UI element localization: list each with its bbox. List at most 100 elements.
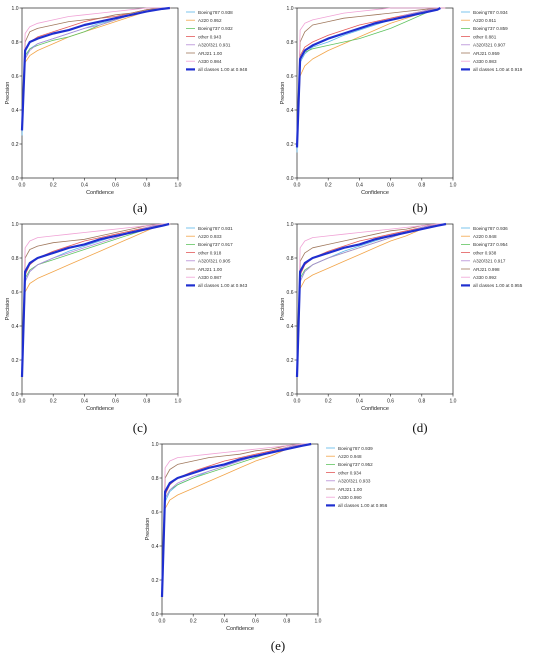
chart-a-svg: 0.0 0.2 0.4 0.6 0.8 1.0 0.0 0.2 0.4 0.6 0.8 1.0 Conf… xyxy=(5,6,248,196)
legend-entry: A330 0.984 xyxy=(198,59,222,64)
chart-b-svg: 0.0 0.2 0.4 0.6 0.8 1.0 0.0 0.2 0.4 0.6 0.8 1.0 Conf… xyxy=(280,6,523,196)
x-tick-label: 0.2 xyxy=(325,399,332,405)
y-axis-label: Precision xyxy=(280,82,286,105)
legend-entry: Boeing737 0.917 xyxy=(198,242,233,247)
plot-frame xyxy=(296,223,454,395)
x-tick-label: 0.4 xyxy=(356,399,363,405)
x-tick-label: 0.2 xyxy=(190,619,197,625)
y-tick-label: 0.8 xyxy=(12,40,19,46)
y-tick-label: 0.0 xyxy=(152,612,159,618)
chart-panel-d: 0.0 0.2 0.4 0.6 0.8 1.0 0.0 0.2 0.4 0.6 0.8 1.0 Conf… xyxy=(275,216,550,416)
x-axis-label: Confidence xyxy=(86,406,114,412)
x-tick-label: 1.0 xyxy=(175,183,182,189)
legend-entry: A220 0.948 xyxy=(338,454,362,459)
y-axis-label: Precision xyxy=(5,298,11,321)
series-line-4 xyxy=(161,443,311,598)
y-tick-label: 0.2 xyxy=(12,358,19,364)
y-tick-label: 0.4 xyxy=(12,108,19,114)
legend-entry: all classes 1.00 at 0.919 xyxy=(473,67,523,72)
x-axis-label: Confidence xyxy=(361,190,389,196)
series-line-6 xyxy=(21,223,171,378)
legend-entry: A220 0.952 xyxy=(198,18,222,23)
x-tick-label: 0.0 xyxy=(159,619,166,625)
legend-entry: all classes 1.00 at 0.948 xyxy=(198,67,248,72)
legend-entry: A220 0.948 xyxy=(473,234,497,239)
legend-entry: ARJ21 0.959 xyxy=(473,51,500,56)
y-tick-label: 1.0 xyxy=(12,6,19,12)
y-tick-label: 0.6 xyxy=(152,510,159,516)
y-tick-label: 0.6 xyxy=(287,290,294,296)
legend-entry: ARJ21 1.00 xyxy=(198,51,222,56)
x-tick-label: 0.0 xyxy=(19,399,26,405)
legend-entry: Boeing787 0.938 xyxy=(198,10,233,15)
chart-d-svg: 0.0 0.2 0.4 0.6 0.8 1.0 0.0 0.2 0.4 0.6 0.8 1.0 Conf… xyxy=(280,222,523,412)
legend-entry: all classes 1.00 at 0.955 xyxy=(473,283,523,288)
x-tick-label: 0.8 xyxy=(143,399,150,405)
legend-entry: ARJ21 1.00 xyxy=(198,267,222,272)
legend-entry: Boeing787 0.934 xyxy=(473,10,508,15)
x-tick-label: 1.0 xyxy=(315,619,322,625)
legend-entry: other 0.943 xyxy=(198,34,222,39)
x-axis-label: Confidence xyxy=(226,626,254,632)
legend-entry: all classes 1.00 at 0.943 xyxy=(198,283,248,288)
y-tick-label: 1.0 xyxy=(152,442,159,448)
y-tick-label: 1.0 xyxy=(12,222,19,228)
legend-entry: Boeing737 0.954 xyxy=(473,242,508,247)
y-tick-label: 0.6 xyxy=(12,290,19,296)
x-tick-label: 0.6 xyxy=(387,183,394,189)
series-line-6 xyxy=(21,7,171,128)
legend-entry: A330 0.987 xyxy=(198,275,222,280)
series-line-6 xyxy=(296,7,446,145)
y-tick-label: 0.4 xyxy=(287,108,294,114)
y-tick-label: 0.2 xyxy=(12,142,19,148)
legend-entry: Boeing737 0.952 xyxy=(338,462,373,467)
y-axis-label: Precision xyxy=(145,518,151,541)
x-tick-label: 0.8 xyxy=(418,183,425,189)
legend-entry: A320/321 0.933 xyxy=(338,479,371,484)
x-tick-label: 0.0 xyxy=(294,399,301,405)
series-line-6 xyxy=(161,443,311,598)
series-line-7 xyxy=(295,7,441,148)
y-tick-label: 0.4 xyxy=(12,324,19,330)
x-tick-label: 0.6 xyxy=(112,183,119,189)
legend-entry: other 0.918 xyxy=(198,250,222,255)
caption-b: (b) xyxy=(412,200,428,215)
legend-entry: Boeing787 0.939 xyxy=(338,446,373,451)
caption-c: (c) xyxy=(132,420,148,435)
chart-panel-e: 0.0 0.2 0.4 0.6 0.8 1.0 0.0 0.2 0.4 0.6 0.8 1.0 Conf… xyxy=(140,436,415,636)
legend-entry: A330 0.983 xyxy=(473,59,497,64)
y-tick-label: 0.0 xyxy=(287,176,294,182)
legend-entry: A330 0.992 xyxy=(473,275,497,280)
series-line-4 xyxy=(21,223,171,378)
legend-entry: ARJ21 0.998 xyxy=(473,267,500,272)
x-axis-label: Confidence xyxy=(361,406,389,412)
x-axis-label: Confidence xyxy=(86,190,114,196)
legend-entry: A320/321 0.905 xyxy=(198,259,231,264)
x-tick-label: 0.8 xyxy=(283,619,290,625)
x-tick-label: 0.8 xyxy=(418,399,425,405)
x-tick-label: 0.0 xyxy=(294,183,301,189)
plot-frame xyxy=(296,7,454,179)
y-tick-label: 0.8 xyxy=(287,256,294,262)
x-tick-label: 0.0 xyxy=(19,183,26,189)
legend-entry: A330 0.990 xyxy=(338,495,362,500)
plot-frame xyxy=(161,443,319,615)
series-line-7 xyxy=(20,222,170,378)
series-line-7 xyxy=(160,442,312,598)
y-tick-label: 0.2 xyxy=(287,358,294,364)
y-tick-label: 0.0 xyxy=(12,392,19,398)
plot-frame xyxy=(21,223,179,395)
y-tick-label: 1.0 xyxy=(287,222,294,228)
x-tick-label: 0.4 xyxy=(81,183,88,189)
legend-entry: all classes 1.00 at 0.956 xyxy=(338,503,388,508)
y-tick-label: 0.8 xyxy=(287,40,294,46)
y-tick-label: 0.6 xyxy=(287,74,294,80)
caption-d: (d) xyxy=(412,420,428,435)
x-tick-label: 0.4 xyxy=(221,619,228,625)
y-tick-label: 0.8 xyxy=(12,256,19,262)
legend-entry: other 0.881 xyxy=(473,34,497,39)
x-tick-label: 0.4 xyxy=(356,183,363,189)
y-tick-label: 0.8 xyxy=(152,476,159,482)
x-tick-label: 0.6 xyxy=(252,619,259,625)
y-tick-label: 0.4 xyxy=(287,324,294,330)
